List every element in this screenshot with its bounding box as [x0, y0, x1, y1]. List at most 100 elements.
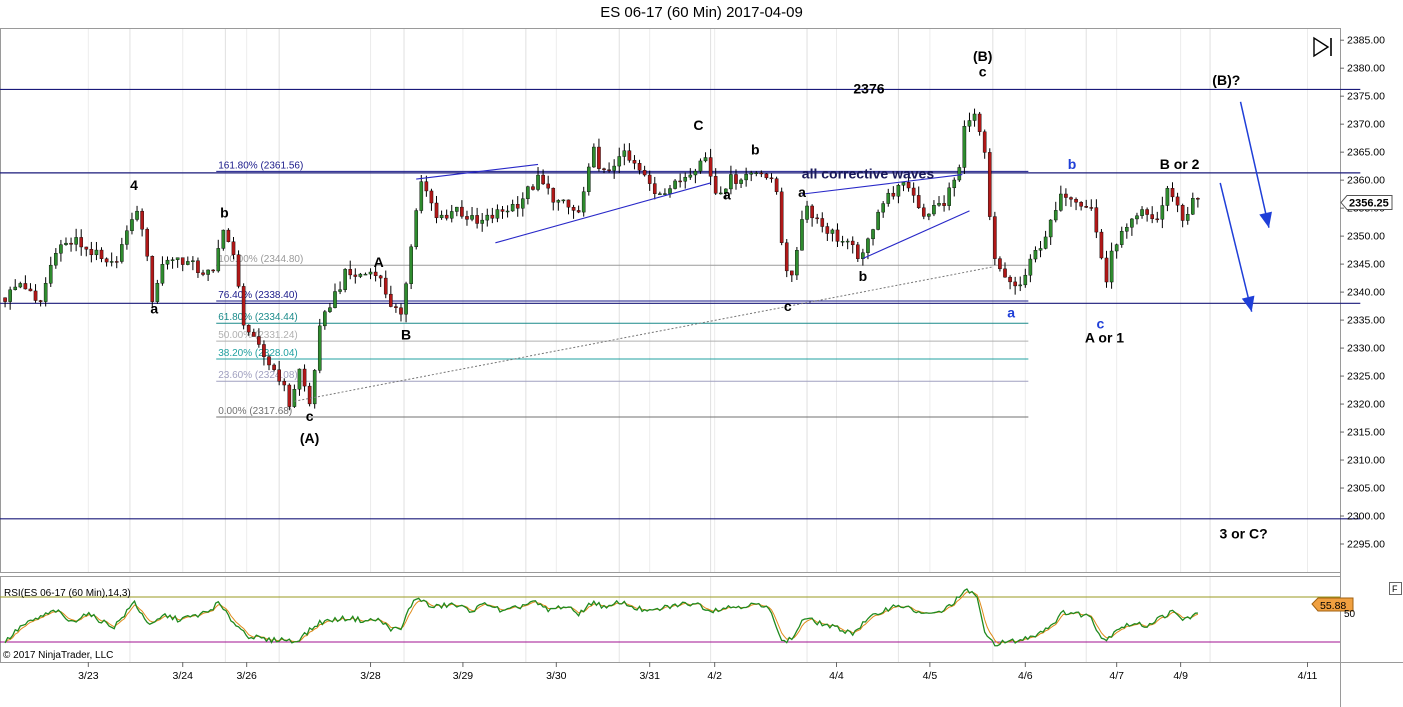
candle-body-63 — [323, 311, 327, 327]
candle-body-234 — [1191, 198, 1195, 215]
candle-body-156 — [795, 250, 799, 276]
x-tick-label: 4/4 — [829, 670, 844, 682]
candle-body-125 — [637, 163, 642, 171]
candle-body-139 — [708, 157, 713, 177]
trend-line-1 — [495, 182, 711, 244]
candle-body-124 — [632, 160, 637, 164]
y-tick-label: 2330.00 — [1347, 343, 1385, 355]
candle-body-46 — [236, 254, 241, 287]
fib-label: 0.00% (2317.68) — [218, 406, 292, 417]
candle-body-159 — [810, 205, 814, 219]
wave-label: B or 2 — [1160, 156, 1200, 172]
candle-body-173 — [881, 203, 885, 213]
candle-body-71 — [363, 273, 368, 276]
candle-body-98 — [500, 209, 505, 212]
candle-body-121 — [617, 156, 622, 167]
candle-body-83 — [424, 181, 429, 192]
candle-body-207 — [1053, 210, 1058, 221]
candle-body-16 — [84, 246, 89, 250]
y-tick-label: 2305.00 — [1347, 483, 1385, 495]
candle-body-13 — [69, 242, 73, 245]
candle-body-109 — [556, 200, 561, 203]
candle-body-142 — [724, 188, 728, 194]
candle-body-149 — [759, 172, 764, 175]
y-tick-label: 2335.00 — [1347, 315, 1385, 327]
x-tick-label: 4/5 — [923, 670, 938, 682]
candle-body-182 — [927, 213, 931, 217]
candle-body-140 — [713, 176, 718, 194]
candle-body-141 — [718, 192, 723, 195]
candle-body-112 — [571, 206, 576, 211]
wave-label: A or 1 — [1085, 329, 1124, 345]
fib-label: 61.80% (2334.44) — [218, 312, 298, 323]
candle-body-219 — [1114, 244, 1119, 252]
candle-body-209 — [1064, 193, 1068, 198]
wave-label: b — [220, 205, 229, 221]
candle-body-86 — [439, 214, 444, 219]
candle-body-115 — [586, 166, 591, 192]
candle-body-172 — [876, 211, 880, 230]
candle-body-210 — [1069, 197, 1073, 200]
y-tick-label: 2360.00 — [1347, 175, 1385, 187]
horizontal-lines-layer — [0, 88, 1361, 520]
wave-label: b — [859, 268, 868, 284]
candle-body-8 — [43, 283, 48, 302]
candle-body-38 — [196, 260, 200, 274]
candle-body-81 — [414, 210, 419, 248]
candle-body-18 — [94, 249, 99, 256]
play-end-icon[interactable] — [1311, 36, 1335, 58]
wave-label: C — [693, 117, 703, 133]
candle-body-235 — [1196, 198, 1200, 200]
candle-body-88 — [449, 211, 454, 219]
fib-label: 50.00% (2331.24) — [218, 330, 298, 341]
candle-body-25 — [130, 219, 134, 231]
grid-layer — [87, 29, 1309, 662]
x-tick-label: 4/9 — [1173, 670, 1188, 682]
candle-body-34 — [175, 257, 180, 260]
candle-body-64 — [328, 307, 332, 312]
time-axis: 3/23 3/24 3/26 3/28 3/29 3/30 3/31 4/2 4/4 4/5 4/6… — [78, 662, 1317, 682]
candle-body-36 — [186, 261, 190, 265]
candle-body-179 — [911, 187, 916, 196]
candle-body-151 — [769, 177, 774, 180]
candle-body-228 — [1160, 205, 1165, 220]
candle-body-168 — [856, 244, 860, 259]
last-price-tag: 2356.25 — [1340, 195, 1393, 211]
candle-body-32 — [165, 259, 170, 265]
trend-lines-layer — [294, 163, 993, 402]
candle-body-61 — [312, 370, 317, 405]
candle-body-181 — [921, 207, 926, 217]
candle-body-73 — [373, 271, 378, 277]
y-tick-label: 2310.00 — [1347, 455, 1385, 467]
candle-body-184 — [937, 203, 941, 206]
arrow-head-1 — [1241, 295, 1255, 312]
candle-body-175 — [891, 192, 896, 197]
wave-label: (B) — [973, 48, 992, 64]
candle-body-29 — [150, 256, 155, 302]
candle-body-19 — [99, 249, 104, 259]
candle-body-85 — [434, 202, 439, 219]
panel-f-button[interactable]: F — [1389, 582, 1402, 595]
candle-body-134 — [683, 176, 688, 182]
candle-body-51 — [262, 344, 266, 357]
candle-body-27 — [140, 210, 144, 230]
candle-body-97 — [495, 209, 500, 219]
x-tick-label: 3/26 — [236, 670, 257, 682]
wave-label: a — [1007, 304, 1015, 320]
candle-body-65 — [333, 291, 337, 308]
candle-body-54 — [277, 369, 281, 382]
x-tick-label: 4/11 — [1298, 670, 1318, 682]
candle-body-137 — [698, 160, 703, 172]
candle-body-201 — [1023, 274, 1028, 286]
candle-body-12 — [64, 242, 68, 245]
candle-body-47 — [241, 286, 246, 326]
rsi-panel-frame — [0, 576, 1341, 663]
candle-body-160 — [815, 217, 819, 220]
arrow-shaft-0 — [1239, 101, 1270, 228]
candle-body-43 — [221, 229, 226, 249]
candle-body-164 — [835, 229, 840, 242]
candle-body-56 — [287, 384, 292, 407]
candle-body-146 — [744, 173, 748, 181]
candle-body-150 — [764, 173, 769, 179]
